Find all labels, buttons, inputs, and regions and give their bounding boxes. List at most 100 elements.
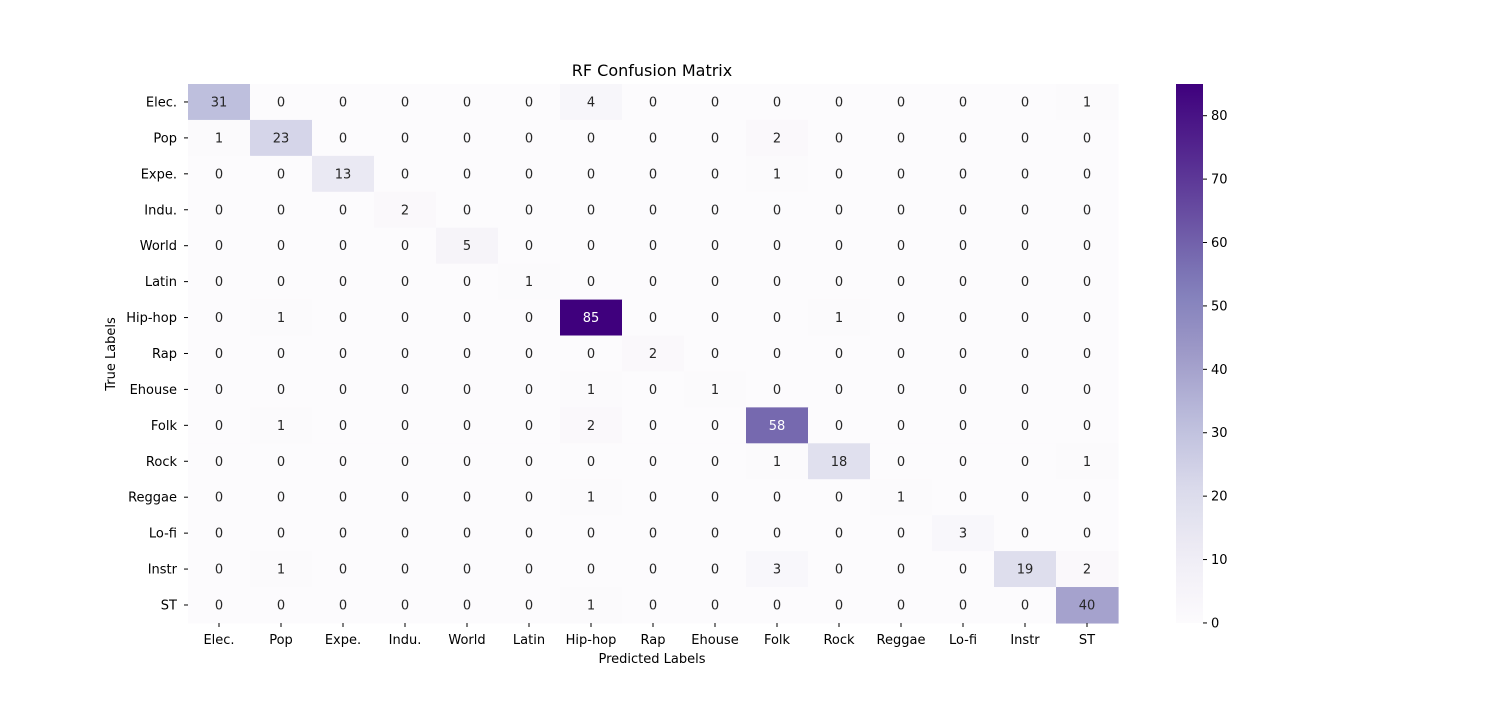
x-tick-label: Rap xyxy=(641,633,666,648)
cell-value-label: 0 xyxy=(277,239,285,254)
heatmap-cell xyxy=(188,515,251,552)
colorbar-tick-label: 20 xyxy=(1211,490,1228,505)
heatmap-cell xyxy=(250,587,313,624)
heatmap-cell xyxy=(1056,443,1119,480)
cell-value-label: 0 xyxy=(835,131,843,146)
cell-value-label: 0 xyxy=(897,311,905,326)
cell-value-label: 0 xyxy=(525,131,533,146)
heatmap-cell xyxy=(746,443,809,480)
heatmap-cell xyxy=(932,335,995,373)
heatmap-cell xyxy=(436,263,499,301)
heatmap-cell xyxy=(684,299,747,337)
heatmap-cell xyxy=(994,407,1057,444)
cell-value-label: 0 xyxy=(649,527,657,542)
heatmap-cell xyxy=(932,551,995,588)
cell-value-label: 0 xyxy=(649,383,657,398)
cell-value-label: 0 xyxy=(401,527,409,542)
heatmap-cell xyxy=(808,479,871,516)
cell-value-label: 0 xyxy=(711,131,719,146)
cell-value-label: 0 xyxy=(1021,527,1029,542)
heatmap-cell xyxy=(188,479,251,516)
cell-value-label: 0 xyxy=(835,419,843,434)
cell-value-label: 0 xyxy=(959,383,967,398)
cell-value-label: 0 xyxy=(773,311,781,326)
cell-value-label: 1 xyxy=(277,311,285,326)
cell-value-label: 0 xyxy=(215,455,223,470)
heatmap-cell xyxy=(374,191,437,229)
heatmap-cell xyxy=(994,443,1057,480)
y-axis-label: True Labels xyxy=(104,317,119,392)
heatmap-cell xyxy=(746,263,809,301)
heatmap-cell xyxy=(312,515,375,552)
heatmap-cell xyxy=(560,587,623,624)
cell-value-label: 0 xyxy=(525,419,533,434)
heatmap-cell xyxy=(374,479,437,516)
heatmap-cell xyxy=(374,263,437,301)
heatmap-cell xyxy=(560,119,623,157)
heatmap-cell xyxy=(250,407,313,444)
cell-value-label: 1 xyxy=(711,383,719,398)
colorbar-tick-label: 10 xyxy=(1211,553,1228,568)
cell-value-label: 0 xyxy=(1083,203,1091,218)
heatmap-cell xyxy=(1056,191,1119,229)
cell-value-label: 0 xyxy=(835,527,843,542)
cell-value-label: 0 xyxy=(339,239,347,254)
heatmap-cell xyxy=(994,263,1057,301)
cell-value-label: 0 xyxy=(277,95,285,110)
heatmap-cell xyxy=(622,479,685,516)
heatmap-cell xyxy=(188,443,251,480)
x-tick-label: Instr xyxy=(1010,633,1040,648)
cell-value-label: 0 xyxy=(773,491,781,506)
cell-value-label: 0 xyxy=(339,563,347,578)
heatmap-cell xyxy=(870,479,933,516)
heatmap-cell xyxy=(312,407,375,444)
x-axis: Elec. Pop Expe. Indu. World Latin Hip-hop Rap Eh… xyxy=(203,622,1095,648)
cell-value-label: 0 xyxy=(463,563,471,578)
heatmap-cell xyxy=(622,335,685,373)
colorbar-tick-label: 80 xyxy=(1211,109,1228,124)
heatmap-cell xyxy=(994,119,1057,157)
heatmap-cell xyxy=(436,191,499,229)
heatmap-cell xyxy=(994,479,1057,516)
heatmap-cell xyxy=(684,227,747,265)
heatmap-cell xyxy=(870,515,933,552)
heatmap-cell xyxy=(870,155,933,193)
heatmap-cell xyxy=(436,551,499,588)
cell-value-label: 0 xyxy=(835,347,843,362)
cell-value-label: 0 xyxy=(463,598,471,613)
cell-value-label: 0 xyxy=(1021,275,1029,290)
heatmap-cell xyxy=(312,371,375,408)
heatmap-cell xyxy=(746,191,809,229)
heatmap-cell xyxy=(498,587,561,624)
heatmap-cell xyxy=(312,587,375,624)
heatmap-cell xyxy=(684,479,747,516)
heatmap-cell xyxy=(870,227,933,265)
heatmap-cell xyxy=(312,479,375,516)
heatmap-cell xyxy=(374,84,437,121)
colorbar-gradient xyxy=(1176,84,1203,623)
cell-value-label: 0 xyxy=(959,131,967,146)
heatmap-cell xyxy=(560,479,623,516)
heatmap-cell xyxy=(994,335,1057,373)
cell-value-label: 0 xyxy=(525,167,533,182)
heatmap-cell xyxy=(994,299,1057,337)
cell-value-label: 0 xyxy=(215,167,223,182)
cell-value-label: 0 xyxy=(215,419,223,434)
cell-value-label: 0 xyxy=(587,131,595,146)
heatmap-cell xyxy=(622,119,685,157)
cell-value-label: 3 xyxy=(773,563,781,578)
cell-value-label: 0 xyxy=(649,598,657,613)
heatmap-cell xyxy=(746,335,809,373)
heatmap-cell xyxy=(622,191,685,229)
cell-value-label: 0 xyxy=(711,311,719,326)
cell-value-label: 0 xyxy=(1021,419,1029,434)
cell-value-label: 0 xyxy=(401,598,409,613)
cell-value-label: 0 xyxy=(1083,527,1091,542)
heatmap-cell xyxy=(250,443,313,480)
x-tick-label: Indu. xyxy=(389,633,422,648)
cell-value-label: 0 xyxy=(401,167,409,182)
heatmap-cell xyxy=(436,119,499,157)
cell-value-label: 2 xyxy=(587,419,595,434)
cell-value-label: 0 xyxy=(525,383,533,398)
cell-value-label: 0 xyxy=(339,419,347,434)
